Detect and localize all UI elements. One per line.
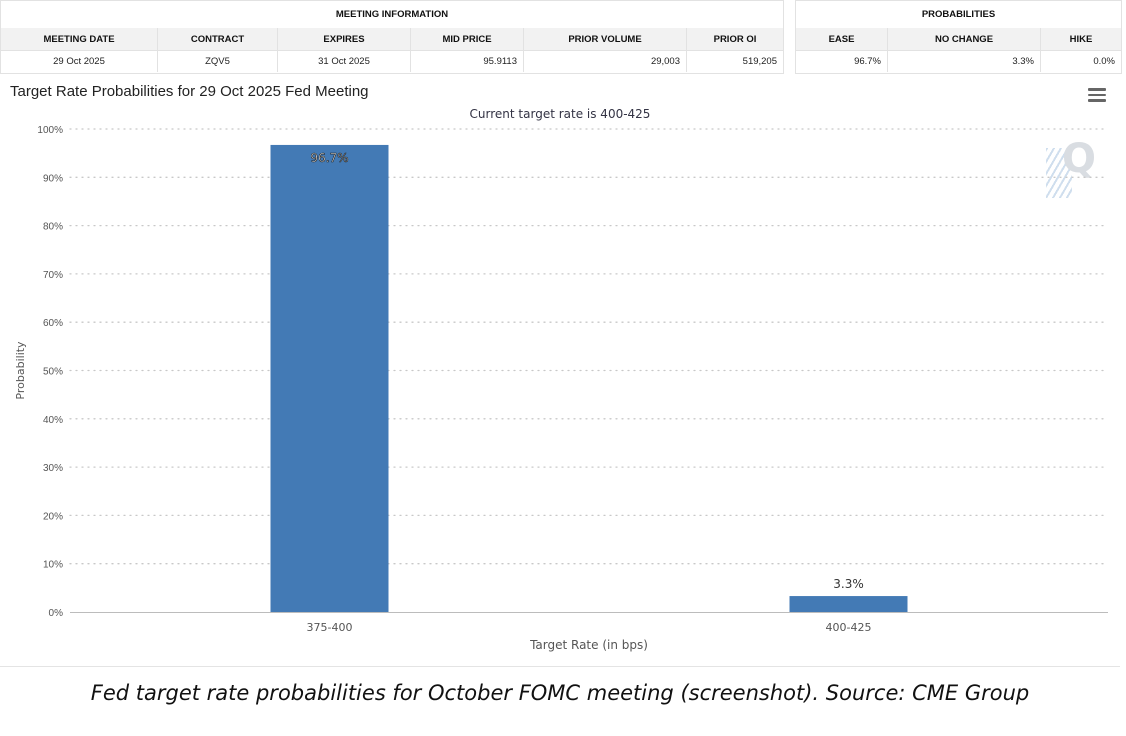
- prior-oi-value: 519,205: [742, 56, 777, 67]
- y-tick-label: 50%: [43, 367, 63, 378]
- chart-title: Target Rate Probabilities for 29 Oct 202…: [10, 83, 369, 100]
- x-tick-label: 400-425: [826, 621, 872, 634]
- header-hike: HIKE: [1069, 33, 1093, 45]
- header-prior-volume: PRIOR VOLUME: [524, 28, 687, 50]
- header-contract: CONTRACT: [158, 28, 278, 50]
- image-caption: Fed target rate probabilities for Octobe…: [90, 681, 1030, 705]
- bar-chart: 0% 10% 20% 30% 40% 50% 60% 70% 80% 90% 100% 96.7% 37…: [14, 125, 1109, 652]
- probabilities-title: PROBABILITIES: [796, 1, 1121, 29]
- no-change-value: 3.3%: [888, 51, 1041, 72]
- y-tick-label: 70%: [43, 270, 63, 281]
- x-axis-title: Target Rate (in bps): [529, 638, 648, 652]
- ease-value: 96.7%: [796, 51, 888, 72]
- chart-subtitle: Current target rate is 400-425: [469, 107, 651, 121]
- header-no-change: NO CHANGE: [888, 28, 1041, 50]
- meeting-information-title: MEETING INFORMATION: [1, 1, 783, 29]
- y-axis-title: Probability: [14, 341, 27, 400]
- y-tick-label: 60%: [43, 318, 63, 329]
- bar: [270, 144, 389, 612]
- contract-value: ZQV5: [158, 51, 278, 72]
- y-tick-label: 80%: [43, 222, 63, 233]
- y-tick-label: 40%: [43, 415, 63, 426]
- expires-value: 31 Oct 2025: [278, 51, 411, 72]
- bar-data-label: 3.3%: [833, 577, 864, 591]
- y-tick-label: 10%: [43, 560, 63, 571]
- meeting-information-table: MEETING INFORMATION MEETING DATE CONTRAC…: [0, 0, 784, 74]
- hike-value: 0.0%: [1093, 56, 1115, 67]
- probabilities-table: PROBABILITIES EASE NO CHANGE HIKE 96.7% …: [795, 0, 1122, 74]
- y-tick-label: 20%: [43, 511, 63, 522]
- header-prior-oi: PRIOR OI: [713, 33, 757, 45]
- chart-panel: Target Rate Probabilities for 29 Oct 202…: [0, 76, 1120, 667]
- header-mid-price: MID PRICE: [411, 28, 524, 50]
- meeting-header-row: MEETING DATE CONTRACT EXPIRES MID PRICE …: [1, 28, 783, 51]
- bar: [789, 596, 908, 612]
- y-tick-label: 100%: [37, 125, 63, 136]
- header-meeting-date: MEETING DATE: [1, 28, 158, 50]
- probabilities-header-row: EASE NO CHANGE HIKE: [796, 28, 1121, 51]
- watermark-streak: [1046, 148, 1072, 198]
- x-tick-label: 375-400: [307, 621, 353, 634]
- mid-price-value: 95.9113: [411, 51, 524, 72]
- y-tick-label: 90%: [43, 173, 63, 184]
- table-row: 29 Oct 2025 ZQV5 31 Oct 2025 95.9113 29,…: [1, 51, 783, 72]
- bar-data-label: 96.7%: [310, 151, 348, 165]
- watermark-logo: Q: [1062, 136, 1097, 182]
- prior-volume-value: 29,003: [524, 51, 687, 72]
- meeting-date-value: 29 Oct 2025: [1, 51, 158, 72]
- hamburger-menu-icon[interactable]: [1088, 88, 1106, 104]
- y-tick-label: 30%: [43, 463, 63, 474]
- table-row: 96.7% 3.3% 0.0%: [796, 51, 1121, 72]
- header-expires: EXPIRES: [278, 28, 411, 50]
- y-tick-label: 0%: [49, 608, 64, 619]
- header-ease: EASE: [796, 28, 888, 50]
